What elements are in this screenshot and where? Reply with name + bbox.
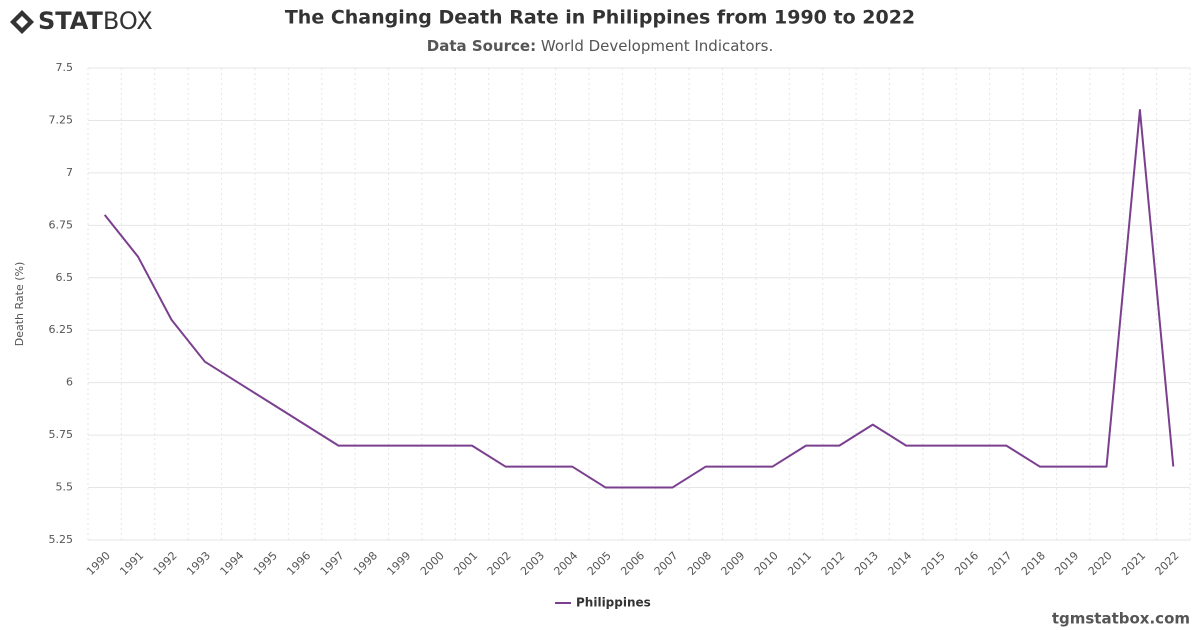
y-tick-label: 6.5 [56,271,74,284]
x-tick-label: 2019 [1052,549,1081,578]
y-tick-label: 5.5 [56,481,74,494]
y-tick-label: 6.25 [49,323,74,336]
x-tick-label: 1996 [284,549,313,578]
x-tick-label: 2017 [986,549,1015,578]
x-tick-label: 2012 [819,549,848,578]
x-tick-label: 2013 [852,549,881,578]
x-tick-label: 2005 [585,549,614,578]
y-tick-label: 5.25 [49,533,74,546]
x-tick-label: 1995 [251,549,280,578]
x-tick-label: 2021 [1119,549,1148,578]
x-tick-label: 1997 [318,549,347,578]
line [103,108,1175,489]
x-tick-label: 2001 [451,549,480,578]
x-tick-label: 1999 [384,549,413,578]
source: World Development Indicators. [541,37,773,55]
x-tick-label: 2018 [1019,549,1048,578]
y-tick-label: 7.25 [49,113,74,126]
logo: STATBOX [10,7,153,35]
x-tick-label: 2009 [718,549,747,578]
x-tick-label: 2008 [685,549,714,578]
y-tick-label: 6.75 [49,218,74,231]
x-tick-label: 2010 [752,549,781,578]
x-tick-label: 2004 [551,549,580,578]
x-tick-label: 2003 [518,549,547,578]
y-tick-label: 5.75 [49,428,74,441]
x-tick-label: 1991 [117,549,146,578]
logo-icon-inner [16,16,28,28]
x-tick-label: 2022 [1153,549,1182,578]
x-tick-label: 2014 [885,549,914,578]
chart-subtitle: Data Source: World Development Indicator… [427,37,774,55]
x-tick-label: 2000 [418,549,447,578]
logo-light: BOX [103,7,153,35]
y-axis-label: Death Rate (%) [13,262,26,347]
x-tick-label: 2002 [485,549,514,578]
footer: tgmstatbox.com [1052,610,1190,628]
x-tick-label: 2020 [1086,549,1115,578]
x-tick-label: 1998 [351,549,380,578]
x-tick-label: 1994 [218,549,247,578]
y-tick-label: 7.5 [56,61,74,74]
x-tick-label: 1990 [84,549,113,578]
x-tick-label: 2006 [618,549,647,578]
x-tick-label: 1993 [184,549,213,578]
logo-bold: STAT [38,7,104,35]
x-tick-label: 2007 [652,549,681,578]
x-tick-label: 2015 [919,549,948,578]
source-label: Data Source: [427,37,536,55]
chart-title: The Changing Death Rate in Philippines f… [285,7,915,29]
x-tick-label: 2011 [785,549,814,578]
y-tick-label: 6 [66,376,73,389]
logo-text: STATBOX [38,7,153,35]
y-tick-label: 7 [66,166,73,179]
x-tick-label: 1992 [151,549,180,578]
legend-label: Philippines [576,596,651,610]
x-tick-label: 2016 [952,549,981,578]
